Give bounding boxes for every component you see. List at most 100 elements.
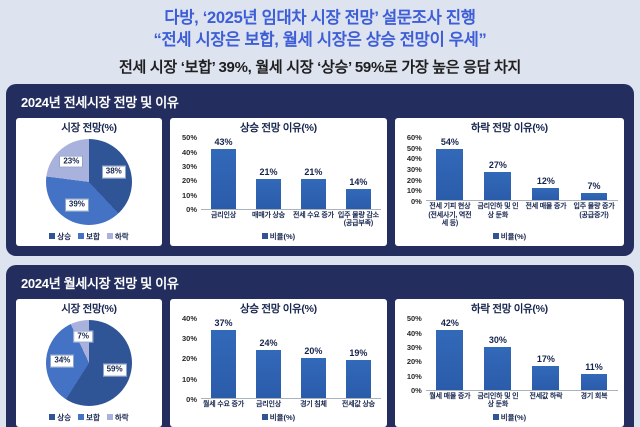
x-axis-labels: 월세 수요 증가 금리인상 경기 침체 전세값 상승 [176, 399, 381, 409]
bar [210, 329, 237, 399]
y-axis: 0% 10% 20% 30% 40% 50% [401, 315, 426, 394]
legend-item: 하락 [106, 412, 129, 423]
x-axis-category-label: 경기 침체 [300, 401, 327, 409]
legend-label: 비율(%) [269, 231, 296, 241]
page-header: 다방, ‘2025년 임대차 시장 전망’ 설문조사 진행 “전세 시장은 보합… [6, 6, 634, 84]
x-axis-spacer [176, 212, 201, 229]
x-axis-category-label: 금리인하 및 인상 둔화 [477, 392, 519, 409]
x-axis-labels: 월세 매물 증가 금리인하 및 인상 둔화 전세값 하락 경기 회복 [401, 391, 618, 410]
bar [255, 178, 282, 209]
bar-value-label: 37% [214, 317, 233, 328]
bar-chart-area: 0% 10% 20% 30% 40% 50% 42% 30% 17% 11% [401, 315, 618, 394]
bar-slot: 21% [291, 138, 336, 209]
y-axis-tick-label: 20% [181, 176, 197, 186]
legend-label: 하락 [114, 412, 129, 422]
legend-item: 상승 [49, 412, 71, 423]
x-axis-category-label: 매매가 상승 [251, 211, 285, 219]
bar-slot: 14% [336, 138, 381, 209]
section-wolse-title: 2024년 월세시장 전망 및 이유 [21, 275, 179, 291]
x-axis-category-label: 금리인하 및 인상 둔화 [477, 203, 519, 219]
y-axis: 0% 10% 20% 30% 40% 50% [176, 134, 201, 213]
x-axis-spacer [401, 203, 426, 228]
section-jeonse-title: 2024년 전세시장 전망 및 이유 [21, 94, 179, 110]
legend-swatch-icon [492, 233, 499, 240]
legend-label: 비율(%) [269, 412, 296, 422]
chart-legend: 상승 보합 하락 [22, 229, 156, 243]
legend-swatch-icon [106, 414, 113, 421]
bar [484, 347, 512, 390]
y-axis-tick-label: 10% [181, 374, 197, 384]
legend-label: 보합 [86, 231, 100, 241]
bar [580, 374, 608, 390]
bar-value-label: 20% [304, 346, 323, 357]
legend-item: 비율(%) [492, 231, 526, 242]
pie-chart: 59% 34% 7% [46, 319, 132, 406]
legend-swatch-icon [261, 233, 268, 240]
bar-plot: 54% 27% 12% 7% [425, 136, 618, 202]
bar-value-label: 54% [440, 136, 459, 147]
legend-swatch-icon [261, 414, 268, 421]
bar [300, 178, 326, 209]
bar-value-label: 21% [259, 166, 278, 177]
legend-label: 상승 [57, 231, 72, 241]
bar-chart-title: 하락 전망 이유(%) [471, 302, 548, 315]
bar-value-label: 12% [536, 175, 555, 186]
bar [580, 193, 608, 201]
bar-slot: 37% [201, 317, 246, 399]
y-axis: 0% 10% 20% 30% 40% [176, 315, 201, 403]
jeonse-outlook-pie-card: 시장 전망(%) 38% 39% 23% 상승 보합 하락 [16, 117, 162, 246]
pie-slice-value-label: 34% [50, 354, 75, 368]
bar-chart-area: 0% 10% 20% 30% 40% 37% 24% 20% 19% [176, 315, 381, 403]
legend-swatch-icon [492, 414, 499, 421]
pie-chart-area: 38% 39% 23% [22, 135, 156, 229]
y-axis-tick-label: 0% [186, 394, 197, 404]
y-axis-tick-label: 50% [181, 132, 197, 142]
bar-plot: 43% 21% 21% 14% [201, 136, 381, 210]
x-axis-category-label: 전세 기피 현상(전세사기, 역전세 등) [428, 203, 472, 228]
bar-slot: 19% [336, 319, 381, 399]
bar-plot: 37% 24% 20% 19% [201, 317, 381, 400]
bar-value-label: 24% [259, 338, 278, 349]
wolse-rise-reasons-bar-card: 상승 전망 이유(%) 0% 10% 20% 30% 40% 37% 24% 20% 19% 월세 … [170, 298, 387, 427]
legend-item: 비율(%) [261, 231, 296, 242]
x-axis-category-label: 전세 매물 증가 [525, 203, 567, 211]
bar [436, 330, 464, 390]
bar-chart-area: 0% 10% 20% 30% 40% 50% 43% 21% 21% 14% [176, 134, 381, 213]
y-axis: 0% 10% 20% 30% 40% 50% 60% [401, 134, 426, 205]
legend-swatch-icon [78, 414, 85, 421]
bar [532, 187, 560, 201]
bar-value-label: 21% [304, 166, 323, 177]
legend-swatch-icon [49, 414, 56, 421]
bar-plot: 42% 30% 17% 11% [425, 319, 618, 391]
bar-slot: 21% [246, 138, 291, 209]
legend-swatch-icon [106, 233, 113, 240]
legend-item: 보합 [78, 412, 100, 423]
y-axis-tick-label: 30% [406, 164, 422, 174]
legend-item: 보합 [78, 231, 100, 242]
wolse-fall-reasons-bar-card: 하락 전망 이유(%) 0% 10% 20% 30% 40% 50% 42% 30% 17% 11%… [394, 298, 624, 427]
y-axis-tick-label: 40% [181, 147, 197, 157]
jeonse-fall-reasons-bar-card: 하락 전망 이유(%) 0% 10% 20% 30% 40% 50% 60% 54% 27% 12%… [394, 117, 624, 246]
bar-slot: 11% [570, 319, 618, 390]
y-axis-tick-label: 20% [181, 354, 197, 364]
bar-slot: 54% [426, 136, 474, 201]
bar [436, 148, 464, 201]
x-axis-category-label: 금리인상 [211, 211, 236, 219]
bar-value-label: 43% [214, 136, 233, 147]
chart-legend: 비율(%) [176, 229, 381, 243]
chart-legend: 비율(%) [401, 229, 618, 243]
bar [210, 148, 237, 209]
bar-slot: 17% [522, 319, 570, 390]
section-jeonse-market: 2024년 전세시장 전망 및 이유 시장 전망(%) 38% 39% 23% 상승 보합… [6, 83, 634, 256]
pie-slice-value-label: 38% [101, 165, 126, 179]
pie-slice-value-label: 59% [102, 363, 127, 377]
x-axis-category-label: 금리인상 [255, 401, 281, 409]
bar [345, 360, 371, 399]
bar [532, 365, 560, 390]
bar-slot: 24% [246, 319, 291, 399]
bar-slot: 20% [291, 319, 336, 399]
pie-chart-area: 59% 34% 7% [22, 316, 156, 410]
y-axis-tick-label: 10% [406, 371, 422, 381]
chart-legend: 상승 보합 하락 [22, 410, 156, 424]
